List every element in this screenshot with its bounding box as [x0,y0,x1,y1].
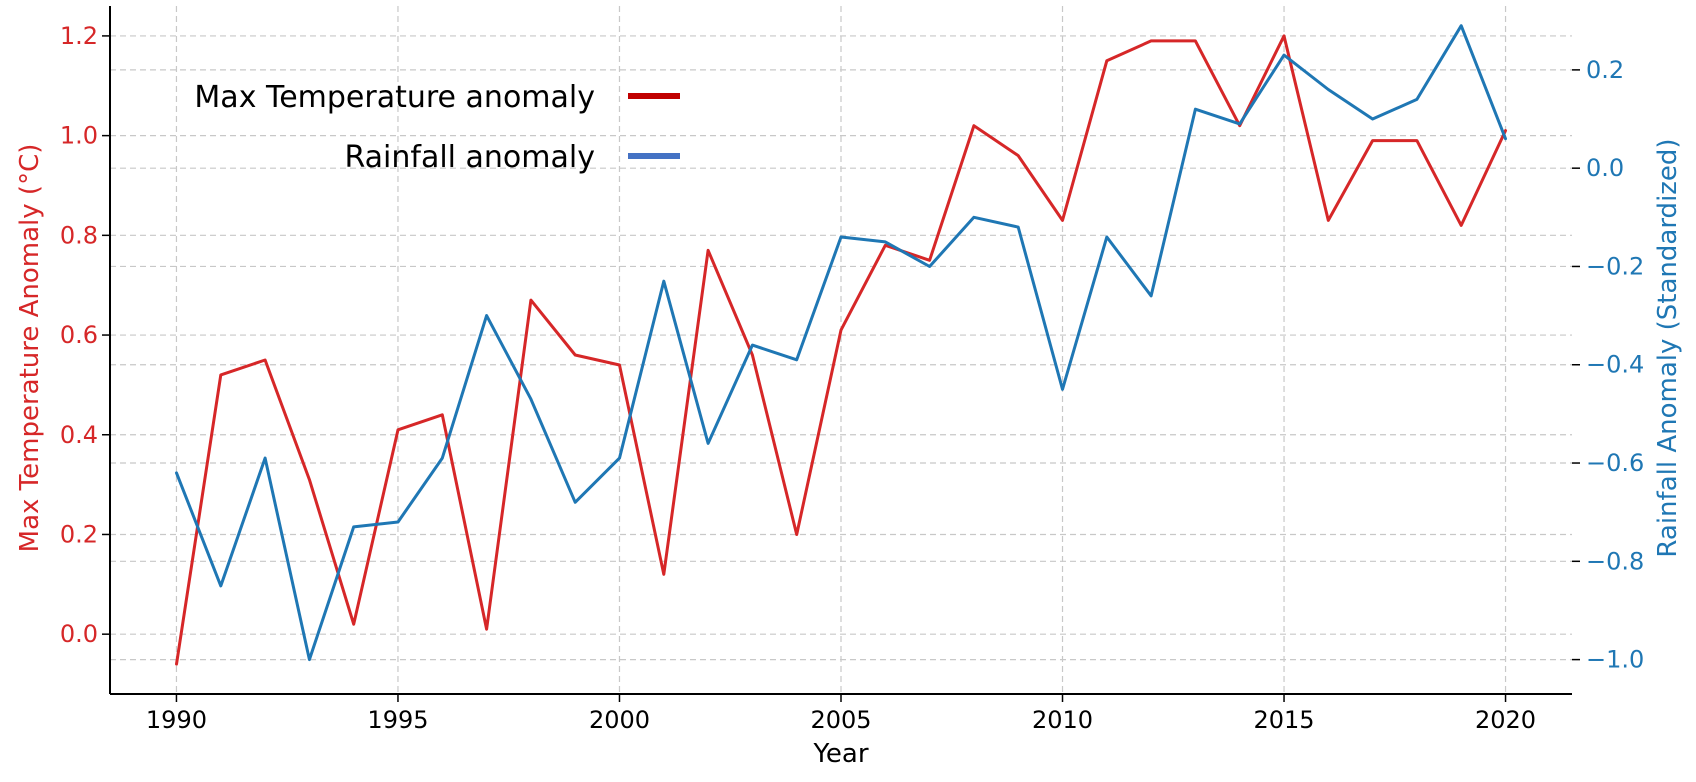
x-tick-label: 2015 [1253,706,1314,734]
series-layer [175,24,1507,666]
left-y-tick-label: 1.2 [60,22,98,50]
right-y-axis-title: Rainfall Anomaly (Standardized) [1653,138,1683,557]
left-y-tick-label: 0.2 [60,520,98,548]
left-y-tick-label: 0.0 [60,620,98,648]
right-y-tick-label: −0.8 [1586,547,1644,575]
x-tick-label: 1995 [367,706,428,734]
legend: Max Temperature anomaly Rainfall anomaly [194,80,680,175]
legend-label-rainfall: Rainfall anomaly [344,140,595,175]
right-y-tick-label: −0.6 [1586,449,1644,477]
x-axis-title: Year [812,739,868,769]
left-y-tick-label: 0.4 [60,421,98,449]
x-tick-label: 1990 [146,706,207,734]
left-y-tick-label: 0.8 [60,221,98,249]
legend-label-max-temperature: Max Temperature anomaly [194,80,595,115]
tick-layer: 1990 1995 2000 2005 2010 2015 2020 0.0 0.2 0.4 0.6… [60,22,1644,734]
x-tick-label: 2005 [810,706,871,734]
right-y-tick-label: −0.2 [1586,252,1644,280]
x-tick-label: 2000 [589,706,650,734]
left-y-tick-label: 0.6 [60,321,98,349]
right-y-tick-label: 0.2 [1586,56,1624,84]
grid-layer [110,6,1572,694]
x-tick-label: 2010 [1032,706,1093,734]
x-tick-label: 2020 [1475,706,1536,734]
right-y-tick-label: 0.0 [1586,154,1624,182]
right-y-tick-label: −1.0 [1586,646,1644,674]
right-y-tick-label: −0.4 [1586,351,1644,379]
left-y-tick-label: 1.0 [60,122,98,150]
left-y-axis-title: Max Temperature Anomaly (°C) [15,144,45,553]
